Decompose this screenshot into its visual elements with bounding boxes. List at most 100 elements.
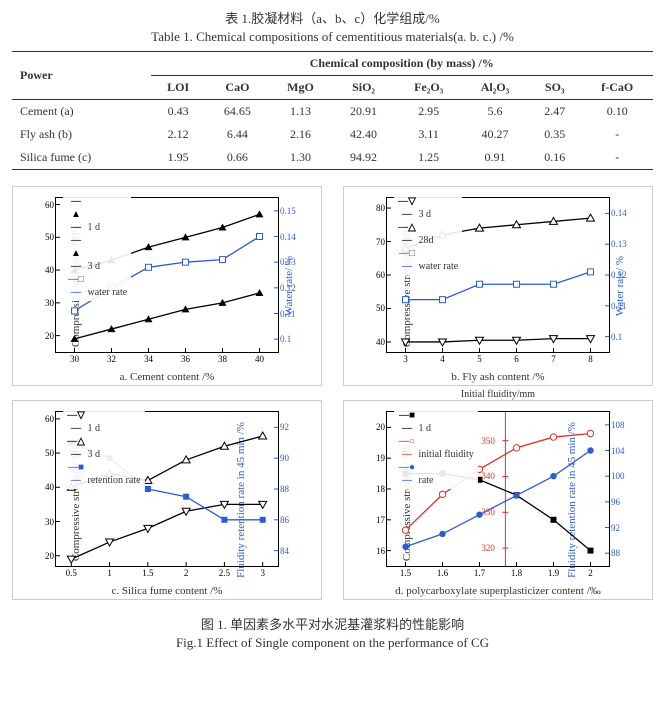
row-name: Cement (a)	[12, 100, 151, 124]
y-left-tick: 20	[376, 422, 387, 432]
y-left-tick: 40	[376, 337, 387, 347]
x-tick: 38	[218, 352, 227, 364]
y-left-tick: 70	[376, 237, 387, 247]
y-left-tick: 60	[45, 414, 56, 424]
col-header: CaO	[206, 76, 269, 100]
x-tick: 1.9	[548, 566, 559, 578]
y-right-tick: 92	[278, 422, 289, 432]
y-right-tick: 100	[609, 471, 625, 481]
x-tick: 32	[107, 352, 116, 364]
y-mid-tick: 340	[481, 471, 495, 481]
y-left-tick: 19	[376, 453, 387, 463]
legend-item: —▲— 1 d	[67, 195, 127, 234]
cell: 64.65	[206, 100, 269, 124]
y-mid-tick: 350	[481, 436, 495, 446]
group-header: Chemical composition (by mass) /%	[151, 52, 653, 76]
charts-row-1: Compressive strength/ MPa Water rate/ % …	[12, 186, 653, 386]
chart-d-xlabel: d. polycarboxylate superplasticizer cont…	[344, 585, 652, 597]
row-header-label: Power	[12, 52, 151, 100]
figure-caption-cn: 图 1. 单因素多水平对水泥基灌浆料的性能影响	[12, 614, 653, 633]
legend-item: —▽— 1 d	[67, 409, 141, 435]
table-caption-cn: 表 1.胶凝材料（a、b、c）化学组成/%	[12, 8, 653, 27]
legend-item: —△— 28d	[398, 221, 458, 247]
y-right-tick: 104	[609, 446, 625, 456]
cell: 0.91	[462, 146, 528, 170]
x-tick: 1.5	[400, 566, 411, 578]
cell: 2.12	[151, 123, 206, 146]
y-left-tick: 50	[376, 303, 387, 313]
x-tick: 30	[70, 352, 79, 364]
x-tick: 5	[477, 352, 482, 364]
y-right-tick: 0.11	[609, 301, 626, 311]
chart-c: Compressive strength/ MPa Fluidity reten…	[12, 400, 322, 600]
y-right-tick: 0.13	[609, 239, 627, 249]
x-tick: 3	[403, 352, 408, 364]
legend-item: —□— water rate	[67, 273, 127, 299]
legend-item: —■— 1 d	[398, 409, 474, 435]
y-right-tick: 0.1	[278, 334, 291, 344]
y-right-tick: 96	[609, 497, 620, 507]
x-tick: 1.5	[142, 566, 153, 578]
x-tick: 6	[514, 352, 519, 364]
x-tick: 34	[144, 352, 153, 364]
chart-d-top-title: Initial fluidity/mm	[344, 389, 652, 400]
col-header: LOI	[151, 76, 206, 100]
col-header: Al₂O₃	[462, 76, 528, 100]
y-mid-tick: 320	[481, 543, 495, 553]
chart-b: Compressive strength/ MPa Water rate/ % …	[343, 186, 653, 386]
x-tick: 36	[181, 352, 190, 364]
cell: 2.47	[528, 100, 582, 124]
legend-item: —▽— 3 d	[398, 195, 458, 221]
y-right-tick: 0.14	[609, 208, 627, 218]
figure-caption-en: Fig.1 Effect of Single component on the …	[12, 635, 653, 651]
cell: 3.11	[395, 123, 462, 146]
y-right-tick: 0.11	[278, 309, 295, 319]
y-right-tick: 0.12	[278, 283, 296, 293]
y-left-tick: 60	[376, 270, 387, 280]
y-left-tick: 40	[45, 482, 56, 492]
x-tick: 8	[588, 352, 593, 364]
y-right-tick: 92	[609, 523, 620, 533]
chart-c-xlabel: c. Silica fume content /%	[13, 585, 321, 597]
cell: 94.92	[332, 146, 395, 170]
chart-a-xlabel: a. Cement content /%	[13, 371, 321, 383]
chart-d: Initial fluidity/mm Compressive strength…	[343, 400, 653, 600]
y-right-tick: 88	[278, 484, 289, 494]
cell: -	[581, 123, 653, 146]
cell: 0.35	[528, 123, 582, 146]
col-header: f-CaO	[581, 76, 653, 100]
col-header: MgO	[269, 76, 332, 100]
legend-item: —□— water rate	[398, 247, 458, 273]
y-right-tick: 86	[278, 515, 289, 525]
y-right-tick: 0.15	[278, 206, 296, 216]
cell: 2.95	[395, 100, 462, 124]
legend: —■— 1 d—○— initial fluidity—●— rate	[394, 407, 478, 489]
y-right-tick: 0.1	[609, 332, 622, 342]
cell: 1.95	[151, 146, 206, 170]
col-header: Fe₂O₃	[395, 76, 462, 100]
x-tick: 1.8	[511, 566, 522, 578]
x-tick: 0.5	[66, 566, 77, 578]
legend-item: —■— retention rate	[67, 461, 141, 487]
row-name: Fly ash (b)	[12, 123, 151, 146]
cell: 0.10	[581, 100, 653, 124]
legend-item: —△— 3 d	[67, 435, 141, 461]
x-tick: 40	[255, 352, 264, 364]
y-left-tick: 60	[45, 200, 56, 210]
y-left-tick: 80	[376, 203, 387, 213]
y-left-tick: 20	[45, 551, 56, 561]
col-header: SO₃	[528, 76, 582, 100]
legend: —▽— 3 d—△— 28d—□— water rate	[394, 193, 462, 275]
x-tick: 2.5	[219, 566, 230, 578]
composition-table: Power Chemical composition (by mass) /% …	[12, 51, 653, 170]
cell: 1.25	[395, 146, 462, 170]
y-right-tick: 0.12	[609, 270, 627, 280]
cell: 0.43	[151, 100, 206, 124]
cell: 5.6	[462, 100, 528, 124]
y-left-tick: 17	[376, 515, 387, 525]
cell: 20.91	[332, 100, 395, 124]
x-tick: 1	[107, 566, 112, 578]
charts-row-2: Compressive strength/ MPa Fluidity reten…	[12, 400, 653, 600]
legend: —▲— 1 d—▲— 3 d—□— water rate	[63, 193, 131, 301]
x-tick: 2	[588, 566, 593, 578]
